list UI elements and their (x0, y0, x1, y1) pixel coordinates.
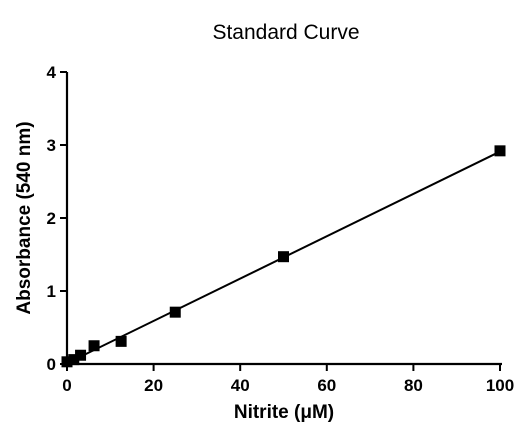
x-axis-label: Nitrite (μM) (234, 402, 334, 423)
data-points (61, 145, 506, 368)
y-tick-label-0: 0 (47, 355, 56, 374)
x-tick-label-60: 60 (317, 376, 336, 395)
y-tick-label-2: 2 (47, 209, 56, 228)
x-tick-label-40: 40 (231, 376, 250, 395)
y-axis-ticks: 0 1 2 3 4 (47, 63, 67, 374)
x-tick-label-0: 0 (62, 376, 71, 395)
data-point-5 (169, 306, 181, 318)
y-tick-label-4: 4 (47, 63, 57, 82)
data-point-3 (88, 340, 100, 352)
data-point-7 (494, 145, 506, 157)
y-tick-label-1: 1 (47, 282, 56, 301)
x-axis-ticks: 0 20 40 60 80 100 (62, 364, 514, 395)
data-point-6 (278, 251, 289, 263)
data-point-0 (61, 356, 73, 368)
y-tick-label-3: 3 (47, 136, 56, 155)
data-point-2 (75, 349, 87, 361)
y-axis-label: Absorbance (540 nm) (14, 121, 35, 314)
data-point-1 (68, 354, 80, 366)
x-tick-label-80: 80 (404, 376, 423, 395)
data-point-4 (115, 335, 127, 347)
x-tick-label-100: 100 (486, 376, 514, 395)
chart-title: Standard Curve (212, 21, 359, 44)
x-tick-label-20: 20 (144, 376, 163, 395)
